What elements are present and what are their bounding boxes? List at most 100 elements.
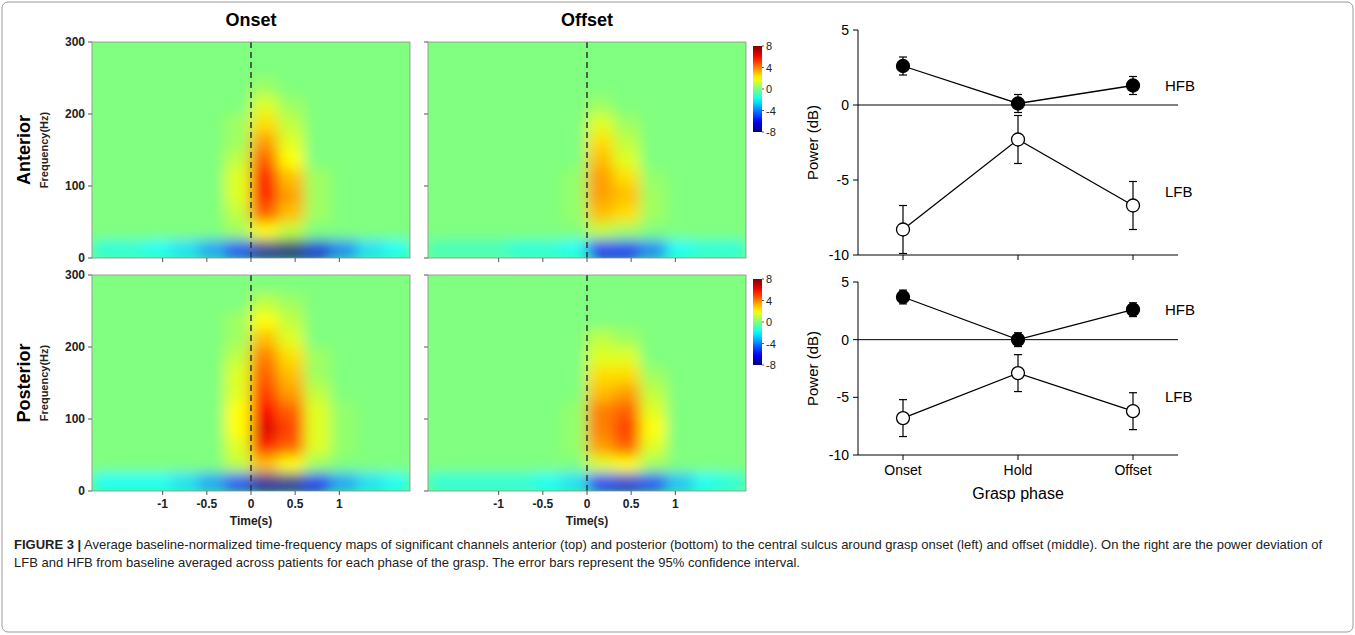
y-tick bbox=[88, 491, 92, 492]
heatmap-cell bbox=[720, 401, 747, 420]
heatmap-cell bbox=[455, 240, 482, 258]
heatmap-cell bbox=[428, 365, 455, 384]
x-tick-label: 1 bbox=[336, 497, 343, 511]
y-axis-line bbox=[858, 282, 859, 455]
heatmap-cell bbox=[508, 204, 535, 223]
heatmap-cell bbox=[225, 455, 252, 474]
heatmap-cell bbox=[119, 240, 146, 258]
heatmap-cell bbox=[561, 204, 588, 223]
heatmap-cell bbox=[508, 42, 535, 61]
error-cap bbox=[899, 399, 907, 400]
heatmap-cell bbox=[357, 293, 384, 312]
error-cap bbox=[1014, 115, 1022, 116]
x-tick bbox=[903, 455, 904, 460]
plot-area bbox=[92, 275, 410, 491]
heatmap-cell bbox=[667, 42, 694, 61]
heatmap-cell bbox=[508, 401, 535, 420]
heatmap-cell bbox=[278, 114, 305, 133]
heatmap-cell bbox=[720, 150, 747, 169]
heatmap-cell bbox=[720, 383, 747, 402]
x-tick-label: 0.5 bbox=[287, 497, 304, 511]
heatmap-cell bbox=[172, 311, 199, 330]
y-tick-label: 5 bbox=[841, 22, 849, 38]
heatmap-cell bbox=[481, 78, 508, 97]
heatmap-cell bbox=[92, 275, 119, 294]
heatmap-cell bbox=[92, 132, 119, 151]
heatmap-cell bbox=[667, 240, 694, 258]
heatmap-cell bbox=[720, 240, 747, 258]
heatmap-cell bbox=[428, 42, 455, 61]
heatmap-cell bbox=[720, 42, 747, 61]
heatmap-cell bbox=[508, 114, 535, 133]
y-tick bbox=[88, 347, 92, 348]
x-tick bbox=[675, 491, 676, 495]
heatmap-cell bbox=[455, 473, 482, 491]
error-cap bbox=[1129, 429, 1137, 430]
heatmap-cell bbox=[278, 42, 305, 61]
x-tick-label: 0 bbox=[248, 497, 255, 511]
heatmap-cell bbox=[587, 275, 614, 294]
heatmap-cell bbox=[428, 132, 455, 151]
error-cap bbox=[899, 56, 907, 57]
heatmap-panel: 0100200300OnsetFrequency(Hz) bbox=[38, 10, 411, 265]
line-panel: -10-505OnsetHoldOffsetGrasp phasePower (… bbox=[804, 274, 1195, 502]
heatmap-cell bbox=[455, 293, 482, 312]
heatmap-cell bbox=[481, 96, 508, 115]
heatmap-cell bbox=[172, 168, 199, 187]
error-cap bbox=[1014, 163, 1022, 164]
error-cap bbox=[899, 436, 907, 437]
heatmap-cell bbox=[384, 473, 411, 491]
heatmap-cell bbox=[198, 311, 225, 330]
heatmap-cell bbox=[384, 365, 411, 384]
heatmap-cell bbox=[587, 240, 614, 258]
heatmap-cell bbox=[481, 473, 508, 491]
heatmap-cell bbox=[225, 204, 252, 223]
heatmap-cell bbox=[92, 240, 119, 258]
heatmap-cell bbox=[587, 60, 614, 79]
heatmap-cell bbox=[331, 240, 358, 258]
heatmap-cell bbox=[455, 42, 482, 61]
heatmap-cell bbox=[508, 96, 535, 115]
heatmap-cell bbox=[614, 150, 641, 169]
heatmap-cell bbox=[119, 96, 146, 115]
error-cap bbox=[1014, 112, 1022, 113]
heatmap-cell bbox=[198, 473, 225, 491]
heatmap-cell bbox=[92, 96, 119, 115]
y-tick bbox=[424, 347, 428, 348]
heatmap-cell bbox=[225, 240, 252, 258]
heatmap-cell bbox=[455, 114, 482, 133]
heatmap-cell bbox=[331, 222, 358, 241]
y-tick bbox=[424, 186, 428, 187]
heatmap-cell bbox=[534, 401, 561, 420]
heatmap-cell bbox=[481, 186, 508, 205]
y-axis-title: Frequency(Hz) bbox=[38, 111, 50, 188]
point-marker bbox=[1012, 333, 1025, 346]
heatmap-cell bbox=[145, 96, 172, 115]
heatmap-cell bbox=[145, 365, 172, 384]
heatmap-cell bbox=[92, 419, 119, 438]
heatmap-cell bbox=[428, 401, 455, 420]
heatmap-cell bbox=[508, 311, 535, 330]
heatmap-cell bbox=[667, 204, 694, 223]
heatmap-cell bbox=[357, 383, 384, 402]
heatmap-cell bbox=[508, 168, 535, 187]
heatmap-cell bbox=[384, 168, 411, 187]
heatmap-cell bbox=[587, 311, 614, 330]
heatmap-cell bbox=[92, 365, 119, 384]
heatmap-cell bbox=[455, 347, 482, 366]
heatmap-cell bbox=[331, 168, 358, 187]
heatmap-cell bbox=[304, 60, 331, 79]
caption: FIGURE 3 | Average baseline-normalized t… bbox=[14, 536, 1339, 572]
heatmap-cell bbox=[172, 275, 199, 294]
y-tick bbox=[88, 258, 92, 259]
heatmap-cell bbox=[534, 150, 561, 169]
heatmap-cell bbox=[640, 419, 667, 438]
x-tick bbox=[903, 255, 904, 260]
heatmap-cell bbox=[481, 383, 508, 402]
point-marker bbox=[1127, 79, 1140, 92]
colorbar-tick-label: 0 bbox=[766, 83, 772, 95]
heatmap-cell bbox=[720, 311, 747, 330]
heatmap-cell bbox=[331, 383, 358, 402]
point-marker bbox=[1127, 405, 1140, 418]
heatmap-cell bbox=[614, 186, 641, 205]
